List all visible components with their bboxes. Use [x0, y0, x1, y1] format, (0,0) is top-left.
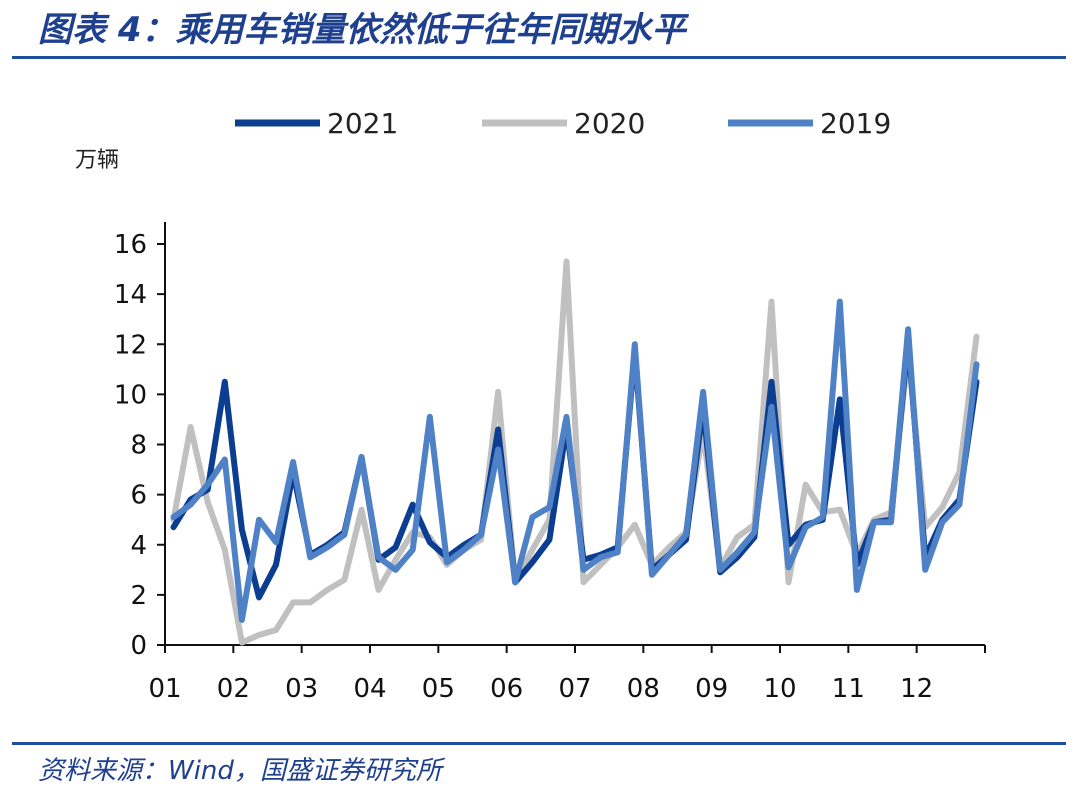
- x-tick-label: 12: [900, 674, 933, 704]
- source-note: 资料来源：Wind，国盛证券研究所: [38, 756, 442, 786]
- legend-label-2020: 2020: [574, 107, 645, 140]
- x-tick-label: 02: [217, 674, 250, 704]
- series-line-2020: [170, 258, 980, 646]
- x-tick-label: 10: [763, 674, 796, 704]
- y-tick-label: 14: [114, 280, 147, 310]
- y-tick-label: 10: [114, 380, 147, 410]
- y-tick-label: 4: [130, 531, 147, 561]
- y-tick-label: 8: [130, 431, 147, 461]
- x-tick-label: 01: [148, 674, 181, 704]
- y-tick-label: 0: [130, 631, 147, 661]
- y-tick-label: 12: [114, 330, 147, 360]
- chart-series: [170, 258, 980, 646]
- x-tick-label: 07: [558, 674, 591, 704]
- series-line-2019: [170, 298, 980, 623]
- y-tick-label: 16: [114, 230, 147, 260]
- x-tick-label: 03: [285, 674, 318, 704]
- y-tick-label: 6: [130, 481, 147, 511]
- x-tick-label: 08: [627, 674, 660, 704]
- x-tick-label: 05: [422, 674, 455, 704]
- legend-label-2021: 2021: [327, 107, 398, 140]
- y-axis-unit-label: 万辆: [75, 148, 120, 173]
- x-tick-label: 09: [695, 674, 728, 704]
- page-title: 图表 4：乘用车销量依然低于往年同期水平: [38, 10, 686, 50]
- y-tick-label: 2: [130, 581, 147, 611]
- top-divider: [12, 56, 1066, 59]
- x-tick-label: 06: [490, 674, 523, 704]
- x-tick-label: 04: [353, 674, 386, 704]
- x-tick-label: 11: [832, 674, 865, 704]
- legend-label-2019: 2019: [820, 107, 891, 140]
- chart-legend: 2021 2020 2019: [235, 107, 891, 140]
- bottom-divider: [12, 742, 1066, 745]
